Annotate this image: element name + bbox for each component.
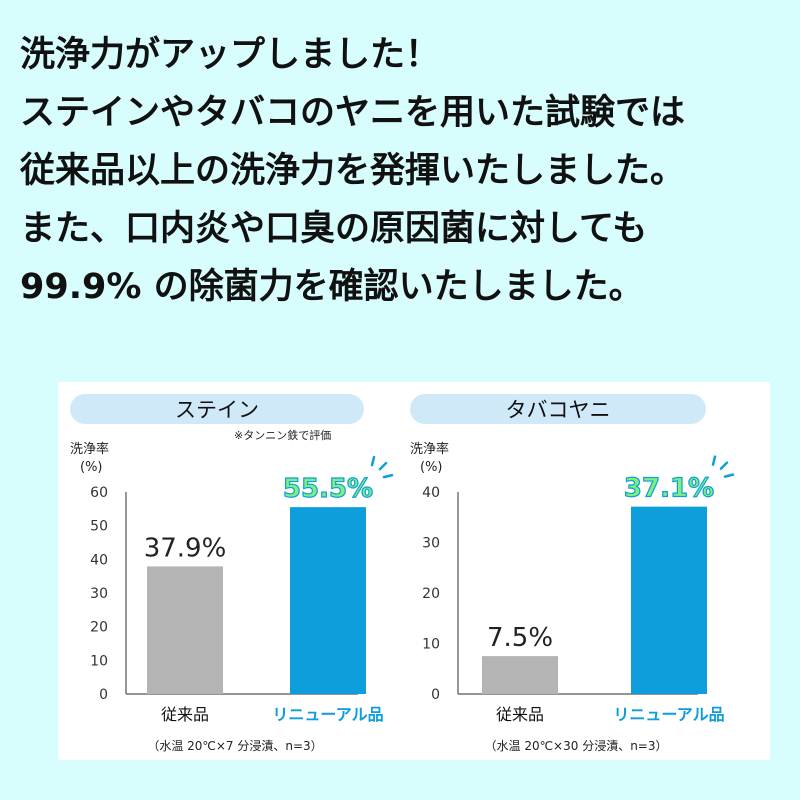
y-tick-label: 10 <box>422 637 440 653</box>
category-label-renewal: リニューアル品 <box>272 705 383 724</box>
y-ticks: 0 10 20 30 40 50 60 <box>90 485 108 703</box>
headline-line: また、口内炎や口臭の原因菌に対しても <box>20 209 648 249</box>
data-label-renewal: 37.1% <box>624 474 714 504</box>
burst-stroke <box>370 455 376 467</box>
y-tick-label: 40 <box>422 485 440 501</box>
bar-conventional <box>147 566 223 694</box>
y-axis-unit: (%) <box>80 460 103 475</box>
y-tick-label: 0 <box>431 687 440 703</box>
highlight-burst-icon <box>711 455 735 478</box>
y-tick-label: 60 <box>90 485 108 501</box>
y-axis-unit: (%) <box>420 460 443 475</box>
bar-renewal <box>631 506 707 694</box>
chart-footnote: （水温 20℃×7 分浸漬、n=3） <box>147 738 322 753</box>
burst-stroke <box>378 461 388 471</box>
y-axis-label: 洗浄率 <box>70 441 109 457</box>
headline: 洗浄力がアップしました！ ステインやタバコのヤニを用いた試験では 従来品以上の洗… <box>20 26 790 316</box>
y-tick-label: 30 <box>90 586 108 602</box>
chart-title: タバコヤニ <box>506 398 611 422</box>
highlight-burst-icon <box>370 455 394 479</box>
data-label-conventional: 7.5% <box>487 623 553 653</box>
chart-stain: ステイン ※タンニン鉄で評価 洗浄率 (%) 0 10 20 30 40 50 60 37.… <box>70 394 394 753</box>
y-ticks: 0 10 20 30 40 <box>422 485 440 703</box>
chart-tobacco: タバコヤニ 洗浄率 (%) 0 10 20 30 40 7.5% 37.1% 従来品 リ… <box>410 394 735 753</box>
headline-line: 従来品以上の洗浄力を発揮いたしました。 <box>20 151 686 191</box>
chart-title-pill <box>70 394 364 424</box>
headline-line: 99.9% の除菌力を確認いたしました。 <box>20 267 644 307</box>
y-tick-label: 50 <box>90 519 108 535</box>
category-label-renewal: リニューアル品 <box>613 705 724 724</box>
y-tick-label: 20 <box>90 620 108 636</box>
y-tick-label: 10 <box>90 653 108 669</box>
burst-stroke <box>382 473 394 479</box>
burst-stroke <box>719 461 729 470</box>
data-label-conventional: 37.9% <box>144 533 227 563</box>
burst-stroke <box>711 455 717 466</box>
y-axis-label: 洗浄率 <box>410 441 449 457</box>
y-tick-label: 30 <box>422 536 440 552</box>
chart-title-pill <box>410 394 706 424</box>
category-label-conventional: 従来品 <box>161 705 209 724</box>
charts-svg: ステイン ※タンニン鉄で評価 洗浄率 (%) 0 10 20 30 40 50 60 37.… <box>70 394 735 753</box>
y-tick-label: 0 <box>99 687 108 703</box>
y-tick-label: 40 <box>90 552 108 568</box>
chart-title: ステイン <box>175 398 259 422</box>
data-label-renewal: 55.5% <box>283 474 373 504</box>
y-tick-label: 20 <box>422 586 440 602</box>
chart-footnote: （水温 20℃×30 分浸漬、n=3） <box>485 738 668 753</box>
headline-line: 洗浄力がアップしました！ <box>20 35 441 75</box>
burst-stroke <box>723 473 735 478</box>
category-label-conventional: 従来品 <box>496 705 544 724</box>
bar-conventional <box>482 656 558 694</box>
headline-line: ステインやタバコのヤニを用いた試験では <box>20 93 686 133</box>
chart-note: ※タンニン鉄で評価 <box>234 428 331 442</box>
bar-renewal <box>290 507 366 694</box>
chart-panel: ステイン ※タンニン鉄で評価 洗浄率 (%) 0 10 20 30 40 50 60 37.… <box>58 382 770 760</box>
